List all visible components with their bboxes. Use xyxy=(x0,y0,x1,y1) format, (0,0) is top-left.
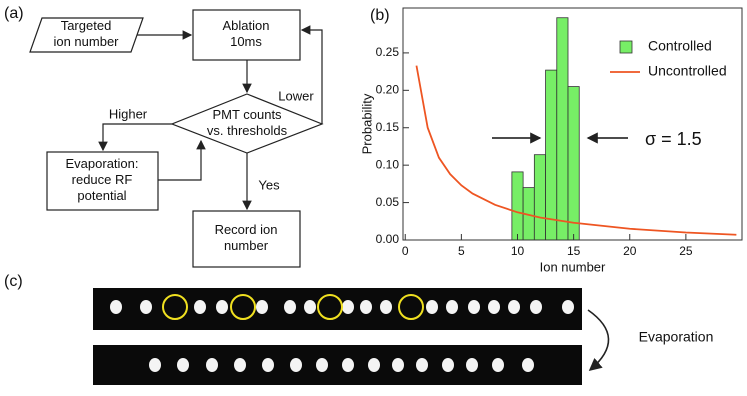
ion xyxy=(562,300,574,314)
ion xyxy=(416,358,428,372)
bar xyxy=(533,154,546,241)
y-tick-label: 0.05 xyxy=(376,195,400,209)
node-text-line: Ablation xyxy=(223,18,270,33)
ion xyxy=(442,358,454,372)
ion-images xyxy=(110,294,574,372)
arrow xyxy=(158,139,206,181)
ion xyxy=(380,300,392,314)
ion xyxy=(284,300,296,314)
ion xyxy=(194,300,206,314)
x-tick-label: 25 xyxy=(679,244,693,258)
y-axis-label: Probability xyxy=(359,93,374,154)
output-node xyxy=(192,210,301,268)
process-node xyxy=(192,9,301,61)
y-tick-label: 0.20 xyxy=(376,82,400,96)
flowchart: Targeted ion number Ablation 10ms PMT coun… xyxy=(29,9,324,268)
node-text-line: Targeted xyxy=(61,18,112,33)
edge-label: Yes xyxy=(258,177,280,192)
node-text-line: vs. thresholds xyxy=(207,123,288,138)
vacancy-marker xyxy=(317,294,343,320)
vacancy-marker xyxy=(398,294,424,320)
ion xyxy=(206,358,218,372)
ion xyxy=(342,358,354,372)
legend-label: Uncontrolled xyxy=(648,63,727,79)
ion xyxy=(262,358,274,372)
node-text: Evaporation: reduce RF potential xyxy=(66,156,139,203)
x-axis-label: Ion number xyxy=(540,259,606,274)
ion xyxy=(446,300,458,314)
image-strip xyxy=(93,345,582,385)
ion xyxy=(508,300,520,314)
edge-label: Lower xyxy=(278,88,314,103)
ion xyxy=(466,358,478,372)
ion xyxy=(368,358,380,372)
bar xyxy=(556,17,569,241)
ion xyxy=(360,300,372,314)
ion xyxy=(290,358,302,372)
vacancy-marker xyxy=(230,294,256,320)
arrow xyxy=(300,25,323,124)
node-text-line: PMT counts xyxy=(212,107,282,122)
ion xyxy=(522,358,534,372)
process-node xyxy=(46,151,159,211)
ion xyxy=(304,300,316,314)
node-text-line: reduce RF xyxy=(72,172,133,187)
ion xyxy=(392,358,404,372)
y-tick-label: 0.15 xyxy=(376,120,400,134)
ion xyxy=(426,300,438,314)
node-text-line: 10ms xyxy=(230,34,262,49)
ion xyxy=(342,300,354,314)
ion xyxy=(177,358,189,372)
annotation: σ = 1.5 xyxy=(645,129,702,149)
legend-label: Controlled xyxy=(648,38,712,54)
y-tick-label: 0.25 xyxy=(376,45,400,59)
x-tick-label: 5 xyxy=(458,244,465,258)
panel-label: (b) xyxy=(370,7,390,24)
x-tick-label: 15 xyxy=(567,244,581,258)
plot-frame xyxy=(402,7,743,241)
x-tick-label: 20 xyxy=(623,244,637,258)
ion xyxy=(234,358,246,372)
bar xyxy=(511,171,524,241)
arrow xyxy=(587,309,610,372)
node-text-line: Evaporation: xyxy=(66,156,139,171)
ion xyxy=(316,358,328,372)
node-text-line: ion number xyxy=(53,34,119,49)
y-tick-label: 0.00 xyxy=(376,232,400,246)
x-tick-label: 10 xyxy=(511,244,525,258)
node-text: Targeted ion number xyxy=(53,18,119,49)
node-text: PMT counts vs. thresholds xyxy=(207,107,288,138)
ion xyxy=(256,300,268,314)
node-text-line: number xyxy=(224,238,269,253)
vacancy-marker xyxy=(162,294,188,320)
bar xyxy=(545,69,558,241)
x-tick-label: 0 xyxy=(402,244,409,258)
ion xyxy=(110,300,122,314)
ion xyxy=(149,358,161,372)
line xyxy=(415,65,737,236)
ion xyxy=(492,358,504,372)
ion xyxy=(216,300,228,314)
evaporation-label: Evaporation xyxy=(639,329,714,345)
input-node xyxy=(29,17,144,53)
bar xyxy=(567,86,580,241)
legend-swatch xyxy=(619,40,633,54)
ion xyxy=(488,300,500,314)
edge-label: Higher xyxy=(109,106,148,121)
ion xyxy=(140,300,152,314)
chart: 0.00 0.05 0.10 0.15 0.20 0.25 0 5 10 15 20 25 Ion nu… xyxy=(359,7,743,274)
y-tick-label: 0.10 xyxy=(376,157,400,171)
ion xyxy=(530,300,542,314)
panel-label: (c) xyxy=(4,273,23,290)
panel-label: (a) xyxy=(4,5,24,22)
node-text-line: Record ion xyxy=(215,222,278,237)
node-text-line: potential xyxy=(77,188,126,203)
node-text: Record ion number xyxy=(215,222,278,253)
node-text: Ablation 10ms xyxy=(223,18,270,49)
ion xyxy=(468,300,480,314)
arrow xyxy=(98,123,172,152)
